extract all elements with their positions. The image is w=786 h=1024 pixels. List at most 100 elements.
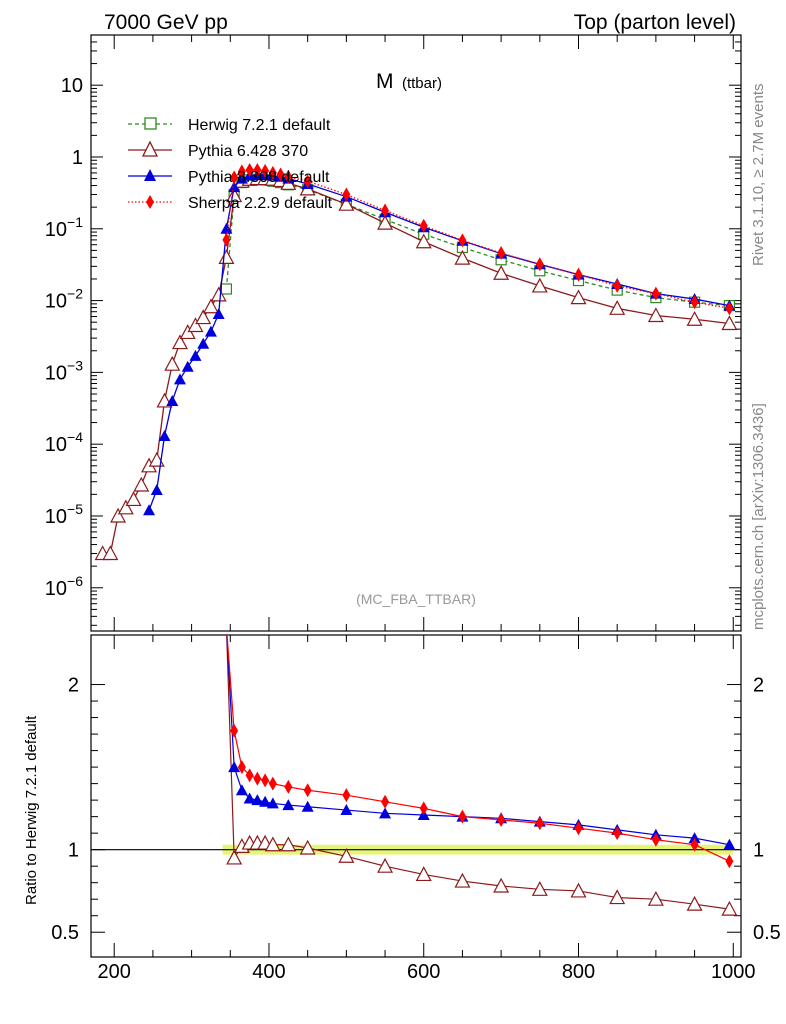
- header-energy: 7000 GeV pp: [104, 11, 228, 34]
- legend-marker-open-square: [144, 117, 157, 130]
- data-point: [686, 310, 703, 326]
- data-point: [143, 504, 156, 516]
- data-point: [210, 286, 227, 302]
- data-point: [251, 794, 264, 806]
- series-sherpa: [222, 162, 734, 316]
- x-tick-label: 1000: [711, 961, 756, 983]
- data-point: [264, 836, 281, 852]
- data-point: [195, 309, 212, 325]
- mcplots-label: mcplots.cern.ch [arXiv:1306.3436]: [750, 403, 767, 630]
- legend-label: Sherpa 2.2.9 default: [188, 195, 333, 212]
- data-point: [419, 801, 428, 816]
- data-point: [212, 308, 225, 320]
- ratio-y-axis-label: Ratio to Herwig 7.2.1 default: [23, 715, 40, 905]
- data-point: [377, 214, 394, 230]
- data-point: [458, 233, 467, 248]
- legend-marker-filled-diamond: [146, 195, 154, 209]
- observable-sub: (ttbar): [402, 75, 442, 92]
- header-process: Top (parton level): [574, 11, 736, 34]
- legend: Herwig 7.2.1 default Pythia 6.428 370 Py…: [128, 117, 333, 212]
- data-point: [301, 800, 314, 812]
- data-point: [102, 545, 119, 561]
- analysis-tag: (MC_FBA_TTBAR): [356, 591, 476, 607]
- data-point: [570, 289, 587, 305]
- data-point: [253, 162, 262, 177]
- data-point: [338, 848, 355, 863]
- ratio-panel-frame: [90, 634, 742, 958]
- data-point: [243, 792, 256, 804]
- data-point: [574, 821, 583, 836]
- ratio-y-tick-label: 2: [68, 675, 79, 697]
- x-tick-label: 800: [562, 961, 595, 983]
- data-point: [609, 889, 626, 905]
- y-tick-label: 10−3: [45, 357, 83, 384]
- ratio-y-tick-label-right: 1: [753, 840, 764, 862]
- ratio-y-axis: 0.5 0.5 1 1 2 2: [51, 675, 781, 945]
- data-point: [253, 771, 262, 786]
- data-point: [268, 165, 277, 180]
- legend-entry-pythia6: Pythia 6.428 370: [128, 140, 308, 160]
- data-point: [303, 174, 312, 189]
- data-point: [282, 799, 295, 811]
- data-point: [228, 761, 241, 773]
- data-point: [166, 394, 179, 406]
- data-point: [299, 839, 316, 855]
- series-line: [148, 174, 730, 511]
- data-point: [164, 355, 181, 371]
- data-point: [647, 307, 664, 323]
- ratio-series-pythia: [226, 635, 738, 916]
- legend-label: Pythia 6.428 370: [188, 143, 308, 160]
- ratio-y-tick-label: 1: [68, 840, 79, 862]
- data-point: [220, 222, 233, 234]
- ratio-line: [226, 635, 730, 846]
- data-point: [125, 491, 142, 507]
- data-point: [415, 233, 432, 249]
- data-point: [454, 872, 471, 888]
- data-point: [228, 181, 241, 193]
- data-point: [261, 773, 270, 788]
- data-point: [613, 278, 622, 293]
- ratio-series-layer: [91, 620, 741, 916]
- data-point: [688, 832, 701, 844]
- observable-title: M (ttbar): [376, 70, 442, 93]
- data-point: [187, 317, 204, 333]
- ratio-series-pythia: [226, 635, 736, 850]
- data-point: [280, 836, 297, 852]
- data-point: [721, 315, 738, 331]
- data-point: [303, 783, 312, 798]
- data-point: [222, 620, 230, 634]
- data-point: [535, 257, 544, 272]
- data-point: [226, 187, 243, 203]
- data-point: [497, 812, 506, 827]
- data-point: [723, 838, 736, 850]
- data-point: [535, 816, 544, 831]
- x-tick-label: 200: [98, 961, 131, 983]
- data-point: [150, 484, 163, 496]
- ratio-line: [226, 635, 730, 910]
- data-point: [651, 286, 660, 301]
- data-point: [204, 325, 217, 337]
- data-point: [230, 723, 239, 738]
- data-point: [342, 187, 351, 202]
- data-point: [181, 360, 194, 372]
- data-point: [237, 164, 246, 179]
- rivet-version-label: Rivet 3.1.10, ≥ 2.7M events: [750, 84, 767, 267]
- x-tick-label: 400: [252, 961, 285, 983]
- data-point: [613, 826, 622, 841]
- ratio-series-sherpa: [222, 620, 734, 869]
- observable-main: M: [376, 70, 394, 93]
- data-point: [493, 265, 510, 280]
- data-point: [721, 900, 738, 916]
- data-point: [651, 832, 660, 847]
- data-point: [725, 854, 734, 869]
- data-point: [218, 249, 235, 264]
- data-point: [266, 797, 279, 809]
- data-point: [419, 218, 428, 233]
- main-series-layer: [94, 162, 738, 561]
- data-point: [245, 768, 254, 783]
- data-point: [173, 373, 186, 385]
- data-point: [340, 804, 353, 816]
- data-point: [245, 162, 254, 177]
- legend-entry-herwig: Herwig 7.2.1 default: [128, 117, 331, 134]
- y-tick-label: 10−4: [45, 429, 83, 456]
